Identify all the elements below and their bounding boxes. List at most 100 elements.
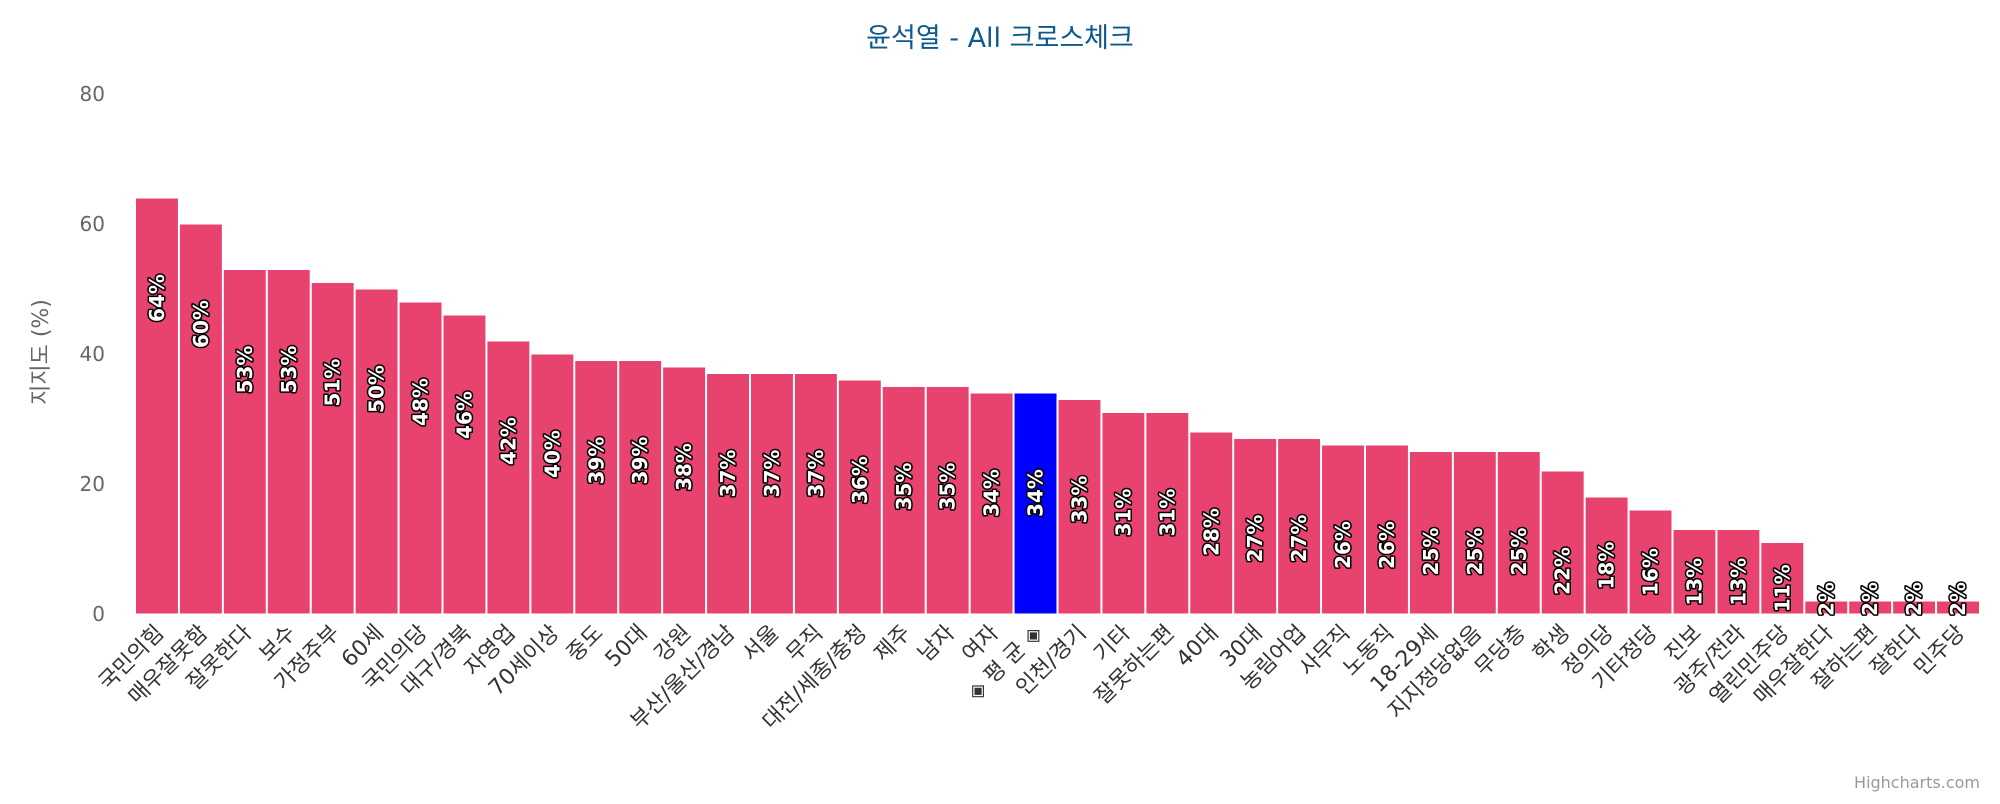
bar[interactable] xyxy=(618,360,663,615)
bar[interactable] xyxy=(1321,444,1365,615)
bar[interactable] xyxy=(1496,451,1541,615)
y-tick-label: 0 xyxy=(92,602,105,626)
data-label: 22% xyxy=(1551,547,1575,595)
data-label: 39% xyxy=(584,437,608,485)
bar[interactable] xyxy=(135,197,179,615)
bar[interactable] xyxy=(1233,438,1278,615)
data-label: 38% xyxy=(672,443,696,491)
y-tick-label: 40 xyxy=(80,342,105,366)
bar[interactable] xyxy=(925,386,970,615)
bar[interactable] xyxy=(1408,451,1453,615)
bar[interactable] xyxy=(354,288,399,615)
data-label: 51% xyxy=(321,359,345,407)
bar[interactable] xyxy=(486,340,531,615)
bar[interactable] xyxy=(266,269,311,615)
data-label: 40% xyxy=(540,430,564,478)
bar[interactable] xyxy=(1804,600,1849,615)
bars-group xyxy=(135,197,1980,615)
data-label: 25% xyxy=(1507,528,1531,576)
bar[interactable] xyxy=(1672,529,1717,615)
data-label: 16% xyxy=(1639,548,1663,596)
data-label: 26% xyxy=(1331,521,1355,569)
data-label: 13% xyxy=(1682,558,1706,606)
x-tick-label: 무당층 xyxy=(1470,621,1531,682)
bar[interactable] xyxy=(662,366,707,615)
x-tick-label: 민주당 xyxy=(1910,621,1971,682)
data-label: 42% xyxy=(496,417,520,465)
bar[interactable] xyxy=(222,269,267,615)
data-label: 27% xyxy=(1243,515,1267,563)
bar[interactable] xyxy=(1452,451,1497,615)
y-tick-label: 80 xyxy=(80,82,105,106)
data-label: 53% xyxy=(277,346,301,394)
data-label: 35% xyxy=(936,463,960,511)
bar[interactable] xyxy=(1628,509,1673,615)
data-label: 2% xyxy=(1814,582,1838,616)
data-label: 11% xyxy=(1770,564,1794,612)
data-labels-group: 64% 60% 53% 53% 51% 50% 48% 46% 42% 40% 39% 39% 38% 3… xyxy=(143,273,1971,618)
bar[interactable] xyxy=(837,379,882,615)
y-tick-label: 60 xyxy=(80,212,105,236)
bar[interactable] xyxy=(442,314,487,615)
data-label: 31% xyxy=(1155,489,1179,537)
bar[interactable] xyxy=(1584,496,1629,615)
bar[interactable] xyxy=(881,386,926,615)
credits-link[interactable]: Highcharts.com xyxy=(1854,773,1980,792)
bar[interactable] xyxy=(1716,529,1761,615)
data-label: 28% xyxy=(1199,508,1223,556)
y-axis-ticks: 0 20 40 60 80 xyxy=(80,82,105,626)
bar[interactable] xyxy=(750,373,794,615)
data-label: 26% xyxy=(1375,521,1399,569)
bar[interactable] xyxy=(1365,444,1409,615)
bar[interactable] xyxy=(1277,438,1322,615)
data-label: 50% xyxy=(365,365,389,413)
data-label: 37% xyxy=(760,450,784,498)
bar[interactable] xyxy=(1760,542,1805,615)
bar[interactable] xyxy=(1540,470,1585,615)
x-tick-label: 남자 xyxy=(914,621,960,667)
data-label: 35% xyxy=(892,463,916,511)
data-label: 27% xyxy=(1287,515,1311,563)
data-label: 25% xyxy=(1419,528,1443,576)
data-label: 48% xyxy=(409,378,433,426)
x-axis-ticks: 국민의힘매우잘못함잘못한다보수가정주부60세국민의당대구/경북자영업70세이상중… xyxy=(94,621,1970,735)
data-label: 34% xyxy=(980,469,1004,517)
y-tick-label: 20 xyxy=(80,472,105,496)
data-label: 60% xyxy=(189,300,213,348)
data-label: 34% xyxy=(1024,469,1048,517)
data-label: 13% xyxy=(1726,558,1750,606)
data-label: 46% xyxy=(452,391,476,439)
bar[interactable] xyxy=(1892,600,1937,615)
data-label: 39% xyxy=(628,437,652,485)
x-tick-label: 40대 xyxy=(1172,621,1224,673)
bar[interactable] xyxy=(574,360,619,615)
bar[interactable] xyxy=(178,223,223,615)
bar[interactable] xyxy=(310,282,355,615)
data-label: 37% xyxy=(804,450,828,498)
chart-title: 윤석열 - All 크로스체크 xyxy=(866,23,1134,54)
bar[interactable] xyxy=(1101,412,1146,615)
bar[interactable] xyxy=(969,392,1014,615)
data-label: 53% xyxy=(233,346,257,394)
x-tick-label: 제주 xyxy=(870,621,916,667)
data-label: 33% xyxy=(1067,476,1091,524)
data-label: 36% xyxy=(848,456,872,504)
data-label: 2% xyxy=(1858,582,1882,616)
bar[interactable] xyxy=(1145,412,1190,615)
bar[interactable] xyxy=(1013,392,1058,615)
bar[interactable] xyxy=(530,353,575,615)
data-label: 2% xyxy=(1946,582,1970,616)
data-label: 25% xyxy=(1463,528,1487,576)
bar[interactable] xyxy=(706,373,750,615)
bar[interactable] xyxy=(398,301,443,615)
bar[interactable] xyxy=(793,373,838,615)
bar[interactable] xyxy=(1848,600,1893,615)
x-tick-label: 서울 xyxy=(738,621,784,667)
y-axis-label: 지지도 (%) xyxy=(29,299,54,405)
bar[interactable] xyxy=(1057,399,1102,615)
bar[interactable] xyxy=(1936,600,1980,615)
bar[interactable] xyxy=(1189,431,1234,615)
x-tick-label: 50대 xyxy=(601,621,653,673)
